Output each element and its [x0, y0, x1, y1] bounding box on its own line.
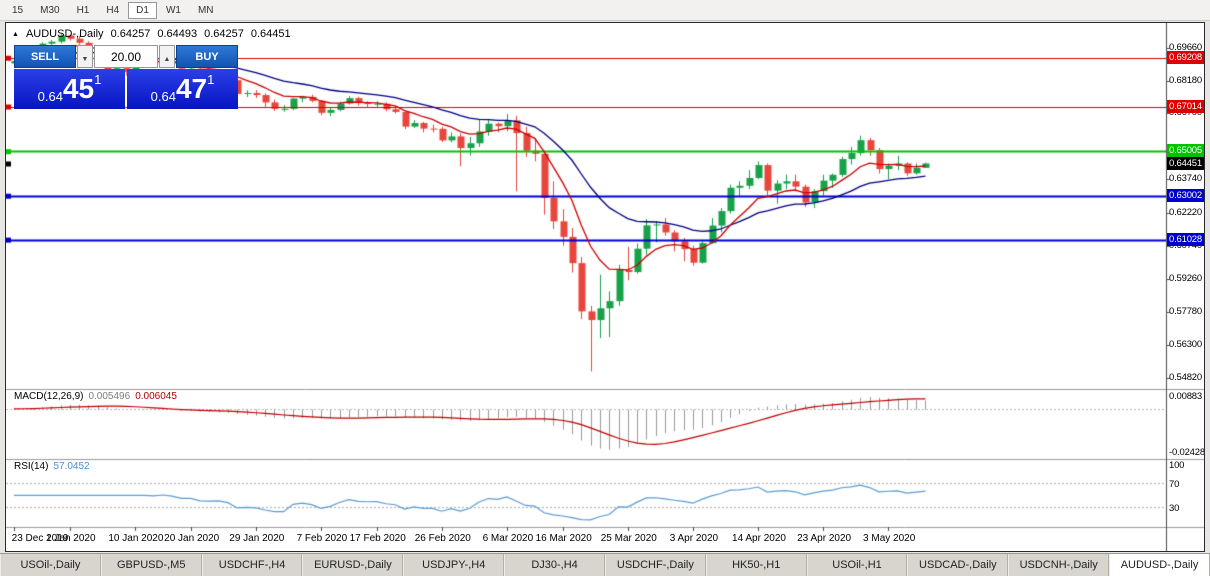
rsi-value: 57.0452 [53, 461, 90, 472]
ask-price-pipette: 1 [207, 72, 215, 87]
macd-name: MACD(12,26,9) [14, 391, 84, 402]
date-axis-label: 1 Jan 2020 [46, 533, 96, 544]
chart-tab-eurusd-daily[interactable]: EURUSD-,Daily [302, 554, 404, 576]
date-axis-label: 6 Mar 2020 [482, 533, 534, 544]
macd-axis-label: -0.02428 [1169, 447, 1205, 459]
price-axis-label: 0.56300 [1169, 338, 1202, 350]
chart-tab-usoil-h1[interactable]: USOil-,H1 [806, 554, 908, 576]
date-axis-label: 3 Apr 2020 [669, 533, 719, 544]
price-level-badge: 0.63002 [1167, 188, 1204, 202]
timeframe-button-m30[interactable]: M30 [40, 4, 60, 16]
buy-price-display[interactable]: 0.64 47 1 [127, 69, 238, 109]
chart-tab-usdcnh-daily[interactable]: USDCNH-,Daily [1008, 554, 1110, 576]
current-price-badge: 0.64451 [1167, 156, 1204, 170]
timeframe-button-h4[interactable]: H4 [106, 4, 120, 16]
volume-input[interactable] [94, 45, 158, 68]
ohlc-low: 0.64257 [204, 28, 244, 40]
rsi-name: RSI(14) [14, 461, 49, 472]
bid-price-big: 45 [62, 73, 95, 104]
date-axis-label: 23 Apr 2020 [797, 533, 852, 544]
date-axis-label: 29 Jan 2020 [229, 533, 285, 544]
bid-price-pipette: 1 [94, 72, 102, 87]
chart-tab-usoil-daily[interactable]: USOil-,Daily [0, 554, 101, 576]
sell-price-display[interactable]: 0.64 45 1 [14, 69, 125, 109]
chevron-down-icon: ▼ [81, 56, 89, 63]
chart-ohlc-title: ▲ AUDUSD-,Daily 0.64257 0.64493 0.64257 … [12, 28, 291, 40]
timeframe-button-d1[interactable]: D1 [128, 1, 157, 19]
triangle-icon: ▲ [12, 30, 19, 38]
buy-button[interactable]: BUY [176, 45, 238, 68]
date-axis-label: 7 Feb 2020 [296, 533, 348, 544]
price-axis-label: 0.66700 [1169, 107, 1202, 119]
timeframe-toolbar: 15 M30 H1 H4 D1 W1 MN [0, 0, 1210, 21]
chart-tab-gbpusd-m5[interactable]: GBPUSD-,M5 [100, 554, 202, 576]
macd-axis-label: 0.00883 [1169, 391, 1202, 402]
price-axis-label: 0.63740 [1169, 173, 1202, 185]
bid-price-prefix: 0.64 [37, 89, 63, 104]
chart-tab-audusd-daily[interactable]: AUDUSD-,Daily [1109, 554, 1210, 576]
rsi-indicator-label: RSI(14) 57.0452 [14, 461, 90, 472]
volume-increase-button[interactable]: ▲ [159, 45, 175, 68]
date-axis-label: 20 Jan 2020 [164, 533, 220, 544]
candlestick-chart[interactable] [6, 23, 1204, 551]
price-level-badge: 0.61028 [1167, 232, 1204, 246]
rsi-axis-label: 70 [1169, 478, 1180, 490]
rsi-axis-label: 30 [1169, 503, 1180, 515]
ask-price-big: 47 [175, 73, 208, 104]
price-level-badge: 0.67014 [1167, 99, 1204, 113]
timeframe-button-15[interactable]: 15 [12, 4, 24, 16]
rsi-axis-label: 100 [1169, 460, 1185, 471]
chart-tab-usdchf-daily[interactable]: USDCHF-,Daily [604, 554, 706, 576]
chart-symbol: AUDUSD-,Daily [25, 28, 104, 40]
sell-button[interactable]: SELL [14, 45, 76, 68]
date-axis-label: 23 Dec 2019 [11, 533, 69, 544]
chart-window: ▲ AUDUSD-,Daily 0.64257 0.64493 0.64257 … [5, 22, 1205, 552]
date-axis-label: 10 Jan 2020 [108, 533, 164, 544]
date-axis-label: 17 Feb 2020 [349, 533, 406, 544]
ohlc-open: 0.64257 [110, 28, 151, 40]
price-level-badge: 0.69208 [1167, 50, 1204, 64]
date-axis-label: 14 Apr 2020 [732, 533, 786, 544]
macd-signal-value: 0.006045 [135, 391, 177, 402]
ohlc-high: 0.64493 [157, 28, 198, 40]
chart-tab-usdjpy-h4[interactable]: USDJPY-,H4 [403, 554, 505, 576]
chart-tab-usdcad-daily[interactable]: USDCAD-,Daily [907, 554, 1009, 576]
date-axis-label: 26 Feb 2020 [414, 533, 471, 544]
chevron-up-icon: ▲ [163, 56, 171, 63]
chart-tab-usdchf-h4[interactable]: USDCHF-,H4 [201, 554, 303, 576]
price-axis-label: 0.68180 [1169, 74, 1202, 86]
date-axis-label: 3 May 2020 [863, 533, 916, 544]
timeframe-button-h1[interactable]: H1 [76, 4, 90, 16]
ask-price-prefix: 0.64 [150, 89, 176, 104]
price-axis-label: 0.69660 [1169, 41, 1202, 53]
macd-main-value: 0.005496 [88, 391, 131, 402]
price-axis-label: 0.54820 [1169, 371, 1202, 383]
timeframe-button-mn[interactable]: MN [197, 4, 214, 16]
timeframe-button-w1[interactable]: W1 [165, 4, 181, 16]
price-axis-label: 0.62220 [1169, 207, 1202, 219]
price-level-badge: 0.65005 [1167, 144, 1204, 158]
ohlc-close: 0.64451 [250, 28, 291, 40]
price-axis-label: 0.59260 [1169, 272, 1202, 284]
chart-tabs-bar: USOil-,Daily GBPUSD-,M5 USDCHF-,H4 EURUSD-,… [0, 553, 1210, 576]
macd-indicator-label: MACD(12,26,9) 0.005496 0.006045 [14, 391, 177, 402]
date-axis-label: 16 Mar 2020 [535, 533, 592, 544]
chart-tab-dj30-h4[interactable]: DJ30-,H4 [504, 554, 605, 576]
date-axis-label: 25 Mar 2020 [600, 533, 657, 544]
price-axis-label: 0.57780 [1169, 305, 1202, 317]
chart-tab-hk50-h1[interactable]: HK50-,H1 [705, 554, 807, 576]
volume-dropdown-button[interactable]: ▼ [77, 45, 93, 68]
